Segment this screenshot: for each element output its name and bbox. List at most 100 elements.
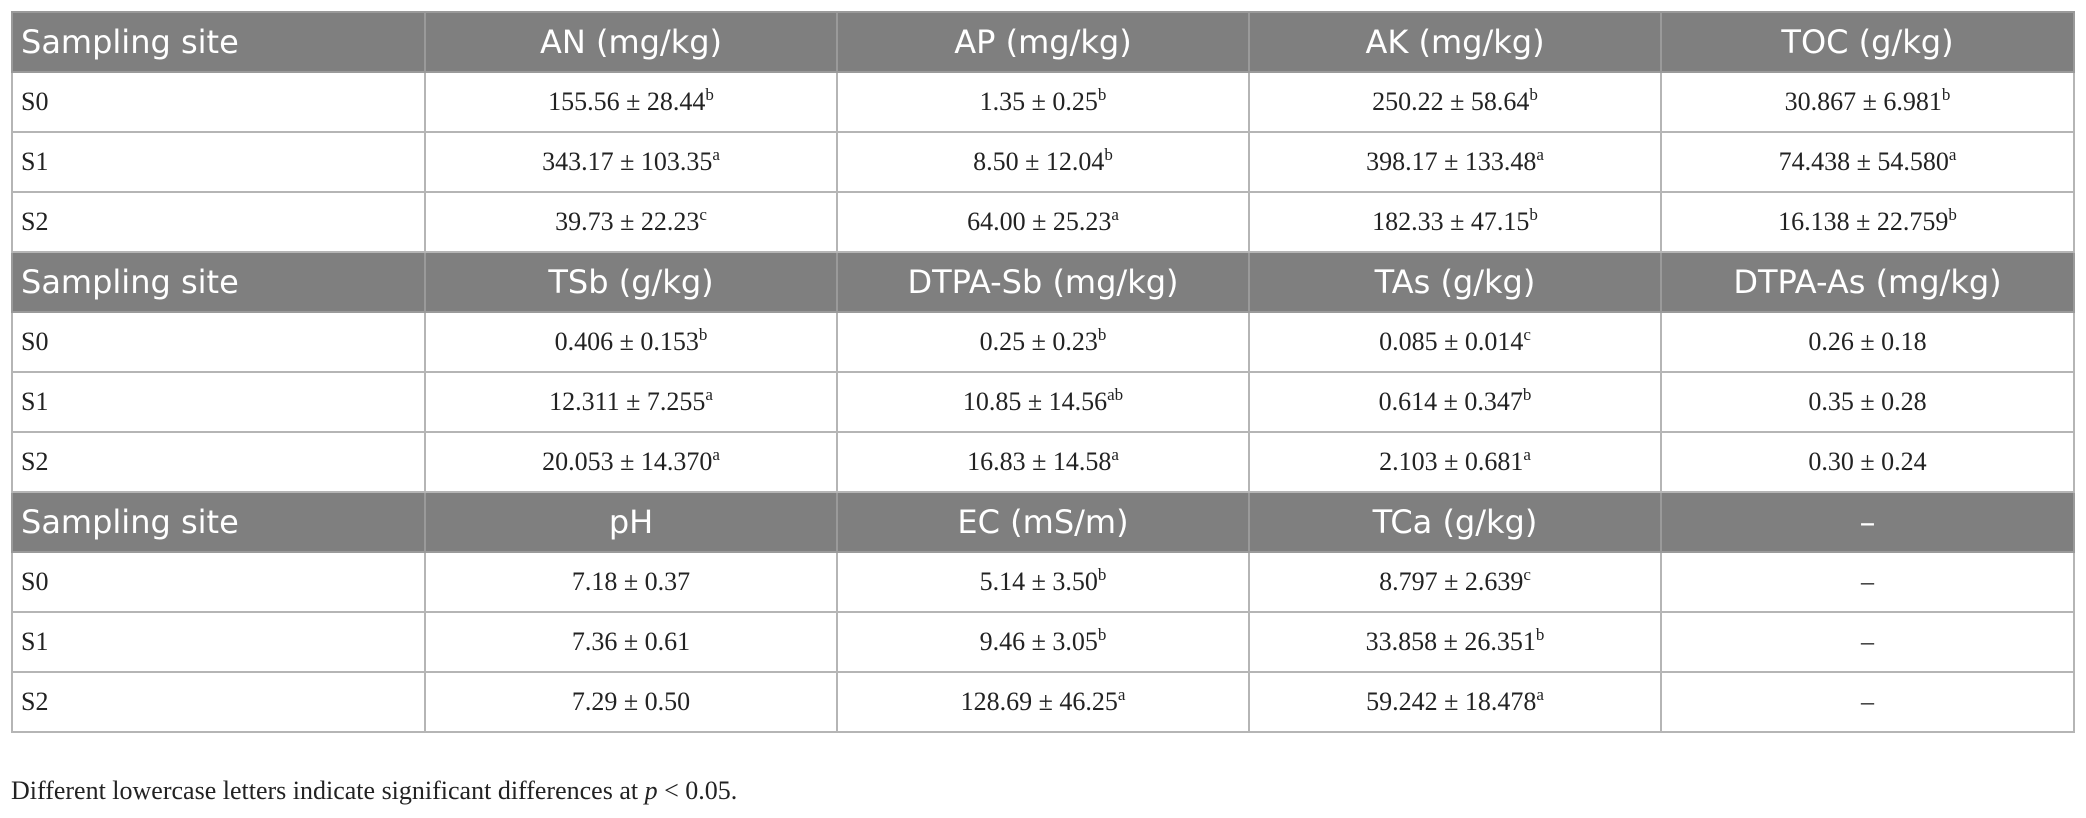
footnote-text: < 0.05. bbox=[657, 776, 738, 805]
site-cell: S0 bbox=[11, 311, 426, 373]
significance-letter: c bbox=[699, 205, 707, 224]
significance-letter: a bbox=[1536, 685, 1544, 704]
significance-letter: b bbox=[1097, 325, 1107, 344]
value-cell: 7.29 ± 0.50 bbox=[424, 671, 838, 733]
footnote-text: Different lowercase letters indicate sig… bbox=[11, 776, 645, 805]
value-text: 16.138 ± 22.759 bbox=[1778, 207, 1949, 236]
value-text: 16.83 ± 14.58 bbox=[967, 447, 1112, 476]
value-cell: 9.46 ± 3.05b bbox=[836, 611, 1250, 673]
value-text: 5.14 ± 3.50 bbox=[979, 567, 1098, 596]
value-cell: – bbox=[1660, 551, 2075, 613]
significance-letter: b bbox=[1097, 625, 1107, 644]
value-cell: 0.406 ± 0.153b bbox=[424, 311, 838, 373]
site-cell: S1 bbox=[11, 611, 426, 673]
data-row: S2 7.29 ± 0.50 128.69 ± 46.25a 59.242 ± 18.… bbox=[11, 671, 2075, 733]
value-cell: 128.69 ± 46.25a bbox=[836, 671, 1250, 733]
site-cell: S2 bbox=[11, 431, 426, 493]
significance-letter: a bbox=[705, 385, 713, 404]
site-cell: S2 bbox=[11, 191, 426, 253]
value-text: 343.17 ± 103.35 bbox=[542, 147, 713, 176]
value-text: 10.85 ± 14.56 bbox=[962, 387, 1108, 416]
value-cell: 0.26 ± 0.18 bbox=[1660, 311, 2075, 373]
significance-letter: b bbox=[1097, 565, 1107, 584]
site-cell: S0 bbox=[11, 71, 426, 133]
value-text: 250.22 ± 58.64 bbox=[1372, 87, 1530, 116]
footnote: Different lowercase letters indicate sig… bbox=[11, 776, 737, 806]
data-row: S1 343.17 ± 103.35a 8.50 ± 12.04b 398.17 ± … bbox=[11, 131, 2075, 193]
header-cell: Sampling site bbox=[11, 11, 426, 73]
significance-letter: a bbox=[1117, 685, 1126, 704]
value-text: 64.00 ± 25.23 bbox=[967, 207, 1112, 236]
header-cell: Sampling site bbox=[11, 491, 426, 553]
header-cell: Sampling site bbox=[11, 251, 426, 313]
value-cell: 343.17 ± 103.35a bbox=[424, 131, 838, 193]
significance-letter: b bbox=[705, 85, 714, 104]
significance-letter: a bbox=[1536, 145, 1544, 164]
value-cell: 59.242 ± 18.478a bbox=[1248, 671, 1662, 733]
value-cell: 8.797 ± 2.639c bbox=[1248, 551, 1662, 613]
site-cell: S0 bbox=[11, 551, 426, 613]
site-cell: S2 bbox=[11, 671, 426, 733]
data-row: S1 12.311 ± 7.255a 10.85 ± 14.56ab 0.614 ± … bbox=[11, 371, 2075, 433]
value-cell: 0.25 ± 0.23b bbox=[836, 311, 1250, 373]
data-row: S0 7.18 ± 0.37 5.14 ± 3.50b 8.797 ± 2.639c – bbox=[11, 551, 2075, 613]
data-table: Sampling site AN (mg/kg) AP (mg/kg) AK (mg/… bbox=[11, 11, 2075, 733]
significance-letter: a bbox=[712, 145, 720, 164]
significance-letter: a bbox=[1111, 205, 1119, 224]
value-text: 59.242 ± 18.478 bbox=[1366, 687, 1537, 716]
value-cell: 155.56 ± 28.44b bbox=[424, 71, 838, 133]
value-cell: 33.858 ± 26.351b bbox=[1248, 611, 1662, 673]
value-cell: 30.867 ± 6.981b bbox=[1660, 71, 2075, 133]
value-text: 39.73 ± 22.23 bbox=[555, 207, 700, 236]
table-body: Sampling site AN (mg/kg) AP (mg/kg) AK (mg/… bbox=[11, 11, 2075, 733]
value-text: 2.103 ± 0.681 bbox=[1379, 447, 1524, 476]
value-cell: 8.50 ± 12.04b bbox=[836, 131, 1250, 193]
significance-letter: a bbox=[1948, 145, 1957, 164]
value-text: 33.858 ± 26.351 bbox=[1365, 627, 1536, 656]
significance-letter: b bbox=[1529, 205, 1538, 224]
value-cell: 182.33 ± 47.15b bbox=[1248, 191, 1662, 253]
value-cell: 39.73 ± 22.23c bbox=[424, 191, 838, 253]
data-row: S2 20.053 ± 14.370a 16.83 ± 14.58a 2.103 ± … bbox=[11, 431, 2075, 493]
significance-letter: b bbox=[1535, 625, 1545, 644]
header-cell: TSb (g/kg) bbox=[424, 251, 838, 313]
value-cell: 64.00 ± 25.23a bbox=[836, 191, 1250, 253]
value-text: 1.35 ± 0.25 bbox=[979, 87, 1098, 116]
value-cell: 16.138 ± 22.759b bbox=[1660, 191, 2075, 253]
header-cell: – bbox=[1660, 491, 2075, 553]
value-cell: 10.85 ± 14.56ab bbox=[836, 371, 1250, 433]
value-text: 0.614 ± 0.347 bbox=[1378, 387, 1523, 416]
header-cell: TAs (g/kg) bbox=[1248, 251, 1662, 313]
value-cell: 7.18 ± 0.37 bbox=[424, 551, 838, 613]
value-text: 9.46 ± 3.05 bbox=[979, 627, 1098, 656]
header-cell: DTPA-Sb (mg/kg) bbox=[836, 251, 1250, 313]
significance-letter: a bbox=[1111, 445, 1119, 464]
value-cell: 398.17 ± 133.48a bbox=[1248, 131, 1662, 193]
value-cell: 0.085 ± 0.014c bbox=[1248, 311, 1662, 373]
significance-letter: b bbox=[1097, 85, 1107, 104]
header-row: Sampling site AN (mg/kg) AP (mg/kg) AK (mg/… bbox=[11, 11, 2075, 73]
value-text: 12.311 ± 7.255 bbox=[549, 387, 706, 416]
header-row: Sampling site pH EC (mS/m) TCa (g/kg) – bbox=[11, 491, 2075, 553]
header-cell: AK (mg/kg) bbox=[1248, 11, 1662, 73]
value-cell: – bbox=[1660, 671, 2075, 733]
value-cell: – bbox=[1660, 611, 2075, 673]
header-cell: DTPA-As (mg/kg) bbox=[1660, 251, 2075, 313]
value-cell: 5.14 ± 3.50b bbox=[836, 551, 1250, 613]
value-cell: 2.103 ± 0.681a bbox=[1248, 431, 1662, 493]
value-text: 128.69 ± 46.25 bbox=[960, 687, 1118, 716]
significance-letter: a bbox=[712, 445, 720, 464]
significance-letter: c bbox=[1523, 325, 1531, 344]
footnote-italic: p bbox=[644, 776, 658, 805]
value-text: 30.867 ± 6.981 bbox=[1784, 87, 1942, 116]
header-cell: EC (mS/m) bbox=[836, 491, 1250, 553]
significance-letter: b bbox=[1522, 385, 1532, 404]
value-cell: 1.35 ± 0.25b bbox=[836, 71, 1250, 133]
significance-letter: c bbox=[1523, 565, 1531, 584]
data-row: S0 155.56 ± 28.44b 1.35 ± 0.25b 250.22 ± 58… bbox=[11, 71, 2075, 133]
header-cell: TOC (g/kg) bbox=[1660, 11, 2075, 73]
site-cell: S1 bbox=[11, 131, 426, 193]
value-cell: 0.614 ± 0.347b bbox=[1248, 371, 1662, 433]
value-text: 0.085 ± 0.014 bbox=[1379, 327, 1524, 356]
